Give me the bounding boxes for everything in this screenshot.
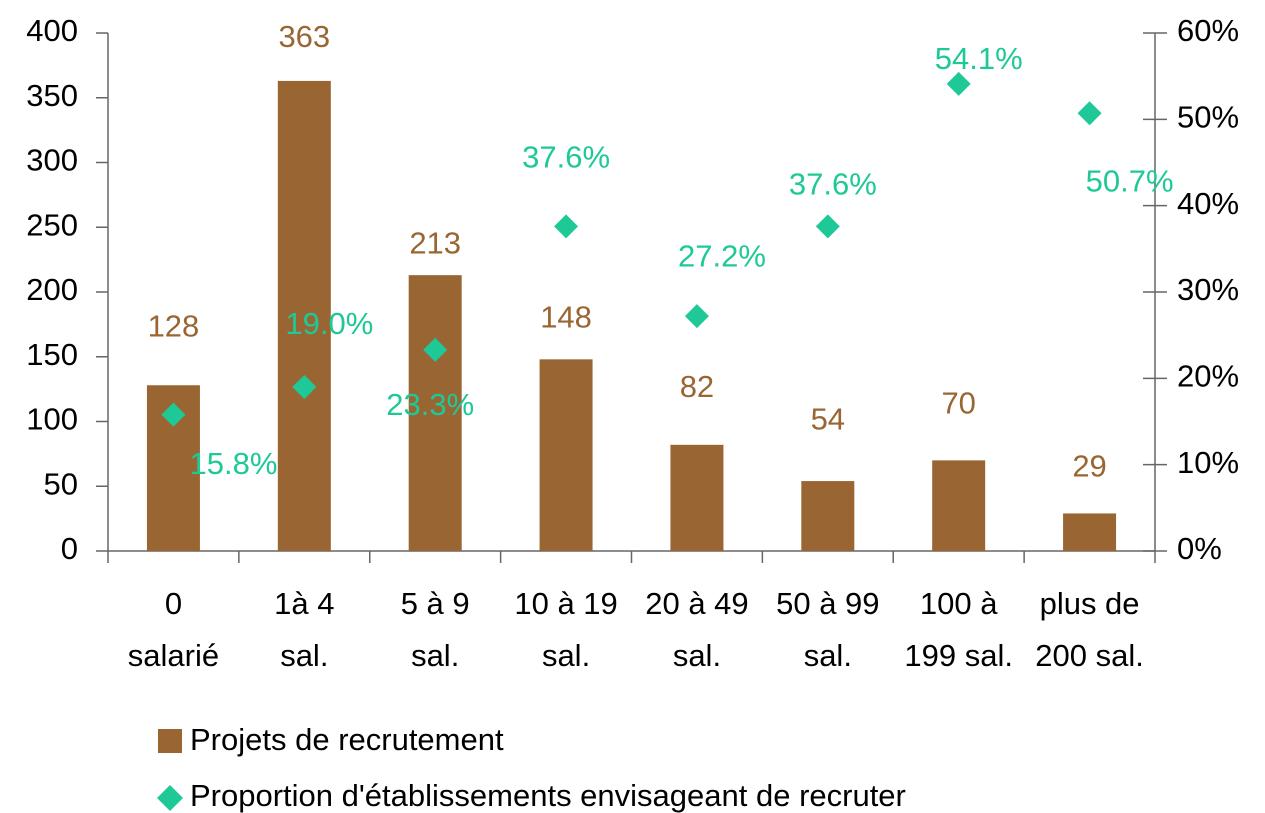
y2-tick-label: 50% [1177,100,1239,135]
x-tick-label: 10 à 19 [514,586,617,621]
x-tick-label: 199 sal. [904,638,1013,673]
y-tick-label: 300 [26,143,78,178]
y2-tick-label: 20% [1177,359,1239,394]
legend-swatch [158,729,182,753]
y2-tick-label: 30% [1177,272,1239,307]
diamond-marker [946,71,971,96]
point-value-label: 50.7% [1086,163,1174,198]
y-tick-label: 350 [26,78,78,113]
y-tick-label: 50 [44,466,78,501]
bar [408,275,462,551]
x-tick-label: 1à 4 [274,586,334,621]
y2-tick-label: 0% [1177,531,1222,566]
y-tick-label: 250 [26,207,78,242]
bar-value-label: 148 [540,300,592,335]
x-tick-label: 200 sal. [1035,638,1144,673]
bar-value-label: 54 [811,401,845,436]
legend-swatch [157,785,183,811]
bar [277,80,331,551]
bar-value-label: 82 [680,369,714,404]
bar [670,444,724,551]
bar-value-label: 363 [278,19,330,54]
y-tick-label: 400 [26,13,78,48]
bar [539,359,593,551]
point-value-label: 37.6% [789,167,877,202]
bar [1063,513,1117,551]
point-value-label: 27.2% [678,238,766,273]
x-tick-label: sal. [280,638,328,673]
diamond-marker [554,214,579,239]
diamond-marker [684,304,709,329]
x-tick-label: plus de [1040,586,1140,621]
diamond-marker [423,337,448,362]
bar-value-label: 213 [409,225,461,260]
bar-value-label: 128 [148,308,200,343]
diamond-marker [292,374,317,399]
x-tick-label: sal. [411,638,459,673]
bar [801,481,855,551]
point-value-label: 15.8% [189,446,277,481]
x-tick-label: salarié [128,638,219,673]
x-tick-label: sal. [542,638,590,673]
y2-tick-label: 60% [1177,13,1239,48]
y-tick-label: 150 [26,337,78,372]
y2-tick-label: 40% [1177,186,1239,221]
x-tick-label: sal. [804,638,852,673]
x-tick-label: sal. [673,638,721,673]
point-value-label: 37.6% [522,140,610,175]
bar [932,460,986,551]
x-tick-label: 100 à [920,586,998,621]
x-tick-label: 50 à 99 [776,586,879,621]
diamond-marker [815,214,840,239]
bar-value-label: 29 [1072,449,1106,484]
legend-label: Proportion d'établissements envisageant … [190,778,906,813]
point-value-label: 23.3% [386,387,474,422]
x-tick-label: 20 à 49 [645,586,748,621]
y-tick-label: 200 [26,272,78,307]
y-tick-label: 100 [26,402,78,437]
x-tick-label: 5 à 9 [401,586,470,621]
legend-label: Projets de recrutement [190,722,504,757]
x-tick-label: 0 [165,586,182,621]
y-tick-label: 0 [61,531,78,566]
point-value-label: 54.1% [935,41,1023,76]
bar-value-label: 70 [941,386,975,421]
y2-tick-label: 10% [1177,445,1239,480]
point-value-label: 19.0% [285,306,373,341]
diamond-marker [1077,101,1102,126]
diamond-marker [161,402,186,427]
